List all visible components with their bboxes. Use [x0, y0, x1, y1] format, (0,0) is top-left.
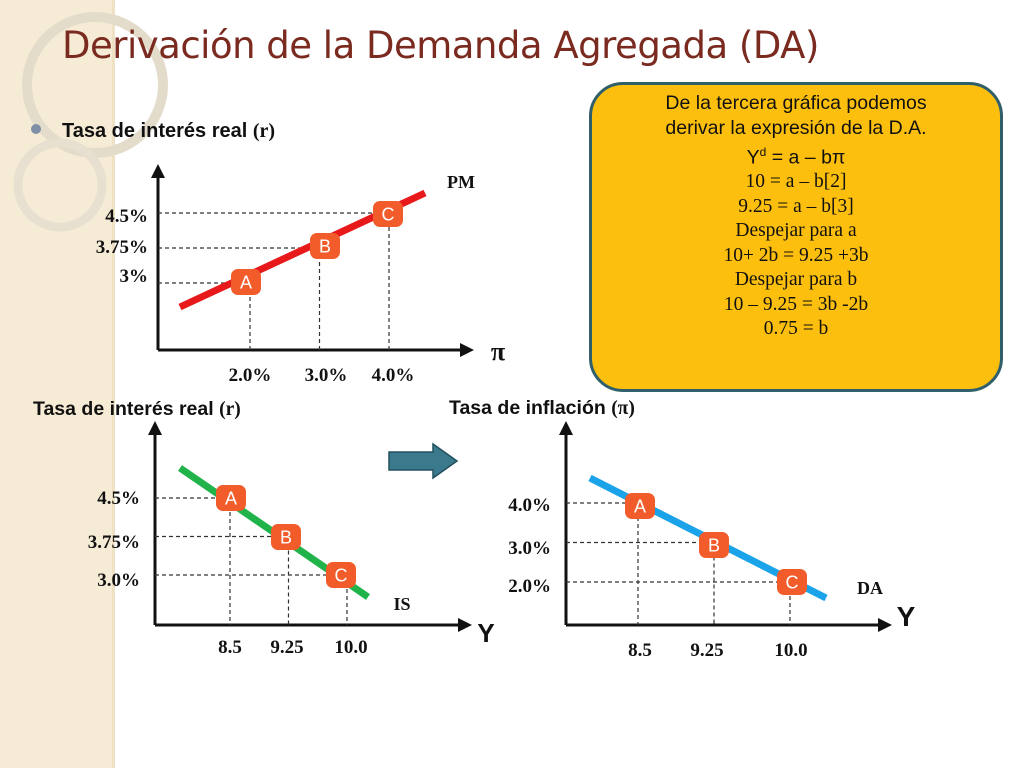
- da-x-tick-2: 10.0: [774, 640, 807, 661]
- bottom-left-y-label: Tasa de interés real (r): [33, 398, 241, 421]
- is-point-a: [216, 485, 246, 511]
- da-x-axis-label: Y: [897, 601, 916, 632]
- bottom-right-y-label: Tasa de inflación (π): [449, 397, 635, 420]
- bottom-right-y-label-symbol: (π): [611, 398, 635, 419]
- is-x-axis-arrow: [458, 618, 472, 632]
- bottom-left-y-label-text: Tasa de interés real: [33, 398, 214, 420]
- pm-point-label-b: B: [319, 237, 331, 257]
- is-x-tick-1: 9.25: [270, 637, 303, 658]
- is-y-tick-1: 3.75%: [88, 532, 140, 553]
- pm-y-tick-0: 3%: [120, 266, 149, 287]
- da-x-axis-arrow: [878, 618, 892, 632]
- da-series-label: DA: [857, 578, 883, 598]
- bottom-left-y-label-symbol: (r): [219, 399, 241, 420]
- da-y-tick-2: 2.0%: [508, 576, 551, 597]
- is-point-c: [326, 562, 356, 588]
- callout-line-3: Yd = a – bπ: [592, 140, 1000, 170]
- page-title: Derivación de la Demanda Agregada (DA): [62, 24, 819, 67]
- callout-line-1: De la tercera gráfica podemos: [665, 92, 927, 114]
- is-y-tick-0: 4.5%: [97, 488, 140, 509]
- yd-superscript: d: [759, 145, 767, 159]
- chart-is: A B C 4.5% 3.75% 3.0% 8.5 9.25 10.0 Y IS: [88, 421, 495, 658]
- pm-y-tick-2: 4.5%: [105, 206, 148, 227]
- is-x-axis-label: Y: [477, 618, 494, 648]
- is-y-axis-arrow: [148, 421, 162, 435]
- pm-point-label-c: C: [382, 205, 395, 225]
- callout-line-5: 9.25 = a – b[3]: [738, 195, 854, 217]
- callout-line-9: 10 – 9.25 = 3b -2b: [723, 293, 869, 315]
- da-y-tick-1: 3.0%: [508, 538, 551, 559]
- bullet-dot: [31, 124, 41, 134]
- pm-series-label: PM: [447, 172, 475, 192]
- is-point-label-b: B: [280, 528, 292, 548]
- callout-line-2: derivar la expresión de la D.A.: [665, 116, 927, 139]
- transition-arrow: [388, 442, 459, 480]
- da-point-a: [625, 493, 655, 519]
- da-x-tick-1: 9.25: [690, 640, 723, 661]
- callout-equation-da: = a – bπ: [771, 146, 846, 169]
- is-y-tick-2: 3.0%: [97, 570, 140, 591]
- is-point-b: [271, 524, 301, 550]
- chart-da: A B C 4.0% 3.0% 2.0% 8.5 9.25 10.0 Y DA: [508, 421, 916, 661]
- pm-x-axis-label: π: [491, 337, 505, 366]
- pm-point-b: [310, 233, 340, 259]
- derivation-callout: De la tercera gráfica podemos derivar la…: [589, 82, 1003, 392]
- callout-line-4: 10 = a – b[2]: [745, 171, 847, 192]
- chart-pm: A B C 3% 3.75% 4.5% 2.0% 3.0% 4.0% π PM: [96, 164, 505, 386]
- bottom-right-y-label-text: Tasa de inflación: [449, 397, 606, 419]
- pm-point-a: [231, 269, 261, 295]
- da-point-label-c: C: [786, 573, 799, 593]
- decorative-rings: [13, 12, 168, 232]
- pm-point-label-a: A: [240, 273, 252, 293]
- pm-x-tick-0: 2.0%: [229, 365, 272, 386]
- pm-point-c: [373, 201, 403, 227]
- background-stripe: [0, 0, 112, 768]
- da-y-axis-arrow: [559, 421, 573, 435]
- yd-base: Y: [746, 146, 760, 169]
- callout-line-6: Despejar para a: [735, 220, 857, 241]
- pm-x-tick-2: 4.0%: [372, 365, 415, 386]
- da-point-c: [777, 569, 807, 595]
- background-stripe-edge: [112, 0, 115, 768]
- is-x-tick-0: 8.5: [218, 637, 242, 658]
- da-x-tick-0: 8.5: [628, 640, 652, 661]
- callout-line-8: Despejar para b: [734, 269, 858, 290]
- is-point-label-a: A: [225, 489, 237, 509]
- is-point-label-c: C: [335, 566, 348, 586]
- is-x-tick-2: 10.0: [334, 637, 367, 658]
- is-series-label: IS: [393, 594, 410, 614]
- top-chart-y-label-symbol: (r): [252, 120, 276, 142]
- pm-x-axis-arrow: [460, 343, 474, 357]
- top-chart-y-label-text: Tasa de interés real: [62, 120, 248, 142]
- da-point-label-a: A: [634, 497, 646, 517]
- pm-y-axis-arrow: [151, 164, 165, 178]
- callout-line-7: 10+ 2b = 9.25 +3b: [723, 244, 869, 266]
- callout-line-10: 0.75 = b: [763, 318, 829, 339]
- da-y-tick-0: 4.0%: [508, 495, 551, 516]
- da-point-b: [699, 532, 729, 558]
- da-point-label-b: B: [708, 536, 720, 556]
- top-chart-y-label: Tasa de interés real (r): [62, 120, 275, 143]
- pm-x-tick-1: 3.0%: [305, 365, 348, 386]
- pm-y-tick-1: 3.75%: [96, 237, 148, 258]
